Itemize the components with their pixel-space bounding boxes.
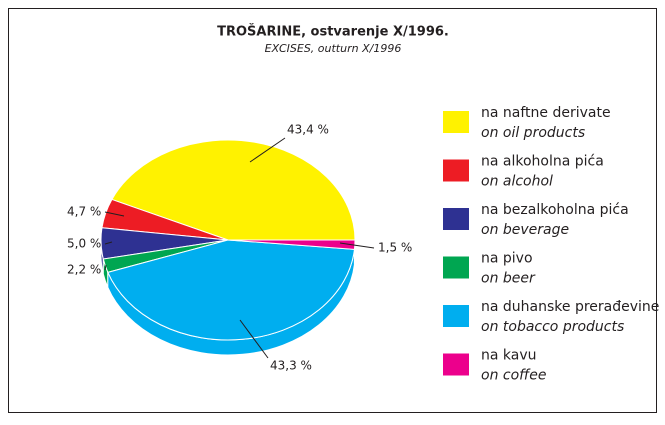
legend-label-en: on beer	[481, 271, 536, 287]
leader-line	[104, 241, 113, 245]
legend-label: na pivo	[481, 251, 533, 267]
legend-label-en: on alcohol	[481, 174, 553, 190]
value-label: 43,4 %	[287, 123, 329, 137]
legend-swatch	[443, 208, 469, 230]
legend-swatch	[443, 353, 469, 376]
legend-label-en: on tobacco products	[481, 319, 624, 335]
legend-swatch	[443, 159, 469, 182]
legend-label: na duhanske prerađevine	[481, 299, 659, 315]
value-label: 2,2 %	[67, 263, 101, 277]
legend-label: na kavu	[481, 348, 537, 364]
legend-label: na naftne derivate	[481, 105, 611, 121]
value-label: 4,7 %	[67, 205, 101, 219]
value-label: 43,3 %	[270, 359, 312, 373]
value-label: 1,5 %	[378, 241, 412, 255]
leader-line	[104, 264, 107, 271]
legend-label-en: on coffee	[481, 368, 546, 384]
slice	[107, 239, 355, 341]
legend-label: na bezalkoholna pića	[481, 202, 629, 218]
value-label: 5,0 %	[67, 237, 101, 251]
leader-line	[249, 137, 286, 163]
slice	[111, 139, 356, 241]
frame	[8, 8, 657, 413]
chart-title: TROŠARINE, ostvarenje X/1996.	[217, 24, 449, 40]
legend-label-en: on beverage	[481, 222, 569, 238]
legend-swatch	[443, 111, 469, 133]
legend-label: na alkoholna pića	[481, 154, 604, 170]
leader-line	[339, 242, 375, 249]
chart-subtitle: EXCISES, outturn X/1996	[265, 42, 402, 55]
legend-swatch	[443, 256, 469, 279]
legend-label-en: on oil products	[481, 125, 585, 141]
leader-line	[104, 211, 125, 217]
leader-line	[239, 319, 269, 359]
legend-swatch	[443, 305, 469, 327]
